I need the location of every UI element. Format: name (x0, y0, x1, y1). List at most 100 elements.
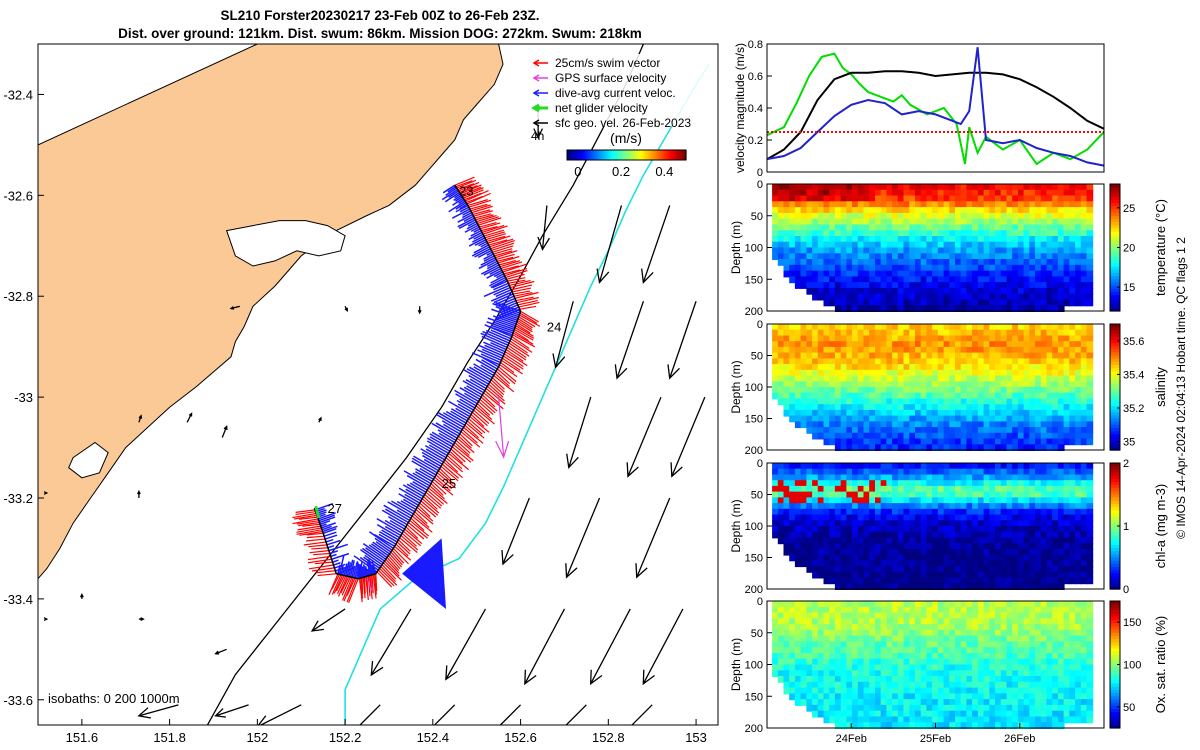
section-cell (1057, 207, 1065, 214)
section-cell (869, 629, 876, 637)
section-cell (772, 670, 779, 678)
section-cell (915, 230, 922, 237)
section-cell (794, 463, 802, 470)
section-cell (1023, 270, 1031, 278)
section-cell (1029, 335, 1036, 343)
section-cell (909, 329, 916, 337)
section-cell (977, 463, 985, 470)
section-colorbar-cell (1110, 218, 1120, 223)
section-cell (823, 398, 831, 406)
section-cell (829, 409, 836, 417)
swim-vector (486, 385, 505, 402)
section-cell (937, 520, 945, 527)
dive-avg-current (466, 385, 483, 396)
arrow-head (188, 412, 193, 417)
section-cell (1057, 444, 1065, 451)
section-cell (1035, 358, 1042, 366)
swim-vector (505, 349, 524, 362)
section-cell (1017, 554, 1025, 562)
map-colorbar-cell (676, 150, 679, 160)
section-cell (989, 560, 996, 568)
section-cell (806, 548, 814, 556)
section-cell (897, 201, 905, 209)
section-cell (800, 352, 808, 360)
section-cell (823, 491, 831, 499)
section-cell (926, 409, 934, 417)
section-cell (869, 392, 876, 400)
section-cell (829, 387, 836, 394)
section-cell (880, 341, 888, 348)
section-colorbar-cell (1110, 187, 1120, 191)
dive-avg-current (329, 550, 339, 555)
section-cell (869, 253, 876, 261)
section-cell (857, 259, 865, 266)
section-cell (880, 335, 888, 343)
section-cell (1040, 375, 1048, 383)
section-cell (812, 264, 819, 272)
section-cell (875, 485, 882, 493)
section-cell (772, 207, 779, 214)
section-cell (966, 485, 974, 493)
map-colorbar-cell (644, 150, 647, 160)
section-cell (909, 282, 916, 289)
section-cell (806, 392, 814, 400)
swim-vector (499, 260, 521, 268)
swim-vector (479, 398, 496, 414)
section-cell (1040, 341, 1048, 348)
section-cell (937, 358, 945, 366)
section-cell (783, 218, 791, 226)
section-cell (869, 305, 876, 312)
section-cell (869, 635, 876, 643)
section-cell (783, 526, 791, 533)
swim-vector (449, 450, 464, 464)
section-cell (926, 207, 934, 214)
section-cell (840, 293, 848, 301)
dive-avg-current (495, 295, 515, 305)
section-colorbar-cell (1110, 421, 1120, 426)
section-cell (852, 497, 859, 505)
section-cell (857, 207, 865, 214)
section-cell (800, 635, 808, 643)
section-cell (920, 485, 928, 493)
section-cell (840, 681, 848, 689)
section-cell (1017, 212, 1025, 220)
section-cell (875, 520, 882, 527)
section-cell (1017, 230, 1025, 237)
section-cell (977, 404, 985, 411)
section-cell (926, 293, 934, 301)
section-cell (789, 497, 796, 505)
section-cell (875, 653, 882, 660)
section-cell (886, 253, 894, 261)
section-cell (823, 282, 831, 289)
section-cell (1029, 497, 1036, 505)
section-cell (1057, 184, 1065, 191)
section-cell (880, 230, 888, 237)
arrow-shaft (671, 396, 706, 477)
section-cell (794, 497, 802, 505)
section-cell (915, 341, 922, 348)
section-cell (886, 392, 894, 400)
section-cell (972, 508, 979, 516)
section-cell (972, 369, 979, 377)
section-cell (812, 259, 819, 266)
section-cell (806, 241, 814, 249)
section-cell (1086, 474, 1094, 482)
section-cell (966, 264, 974, 272)
section-cell (966, 346, 974, 354)
section-cell (852, 531, 859, 539)
section-cell (960, 566, 968, 573)
section-cell (806, 264, 814, 272)
section-cell (852, 230, 859, 237)
section-cell (903, 392, 911, 400)
section-cell (1080, 537, 1088, 545)
section-cell (966, 503, 974, 510)
section-cell (943, 409, 951, 417)
section-cell (892, 503, 899, 510)
section-cell (846, 201, 854, 209)
section-cell (875, 468, 882, 476)
swim-vector (443, 461, 463, 479)
section-cell (1040, 404, 1048, 411)
section-cell (852, 375, 859, 383)
section-cell (880, 287, 888, 295)
section-cell (966, 305, 974, 312)
